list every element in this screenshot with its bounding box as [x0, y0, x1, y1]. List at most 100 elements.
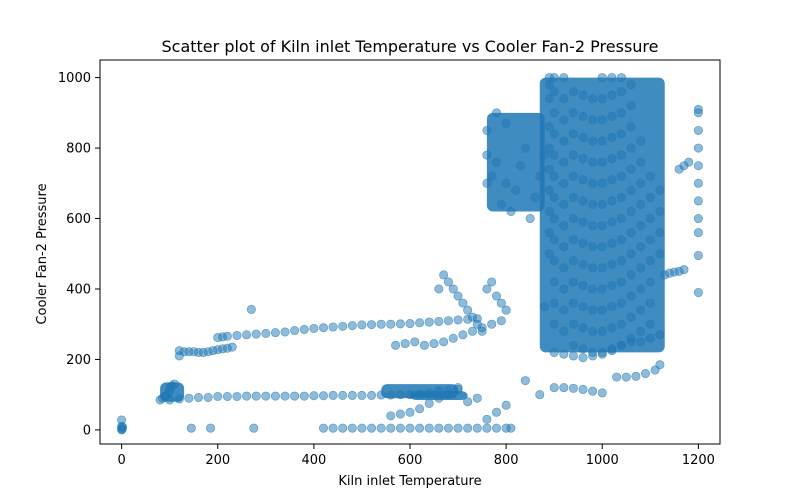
data-point	[645, 277, 655, 287]
data-point	[328, 390, 338, 400]
data-point	[549, 298, 559, 308]
data-point	[232, 391, 242, 401]
data-point	[467, 326, 477, 336]
data-point	[626, 333, 636, 343]
plot-area	[117, 73, 703, 435]
data-point	[607, 111, 617, 121]
y-tick-label: 600	[66, 212, 91, 227]
data-point	[616, 235, 626, 245]
data-point	[549, 347, 559, 357]
data-point	[588, 242, 598, 252]
data-point	[693, 143, 703, 153]
data-point	[194, 392, 204, 402]
data-point	[391, 340, 401, 350]
data-point	[578, 353, 588, 363]
data-point	[472, 319, 482, 329]
data-point	[693, 178, 703, 188]
data-point	[472, 423, 482, 433]
data-point	[492, 157, 502, 167]
data-point	[496, 316, 506, 326]
data-point	[429, 339, 439, 349]
data-point	[249, 423, 259, 433]
data-point	[607, 217, 617, 227]
data-point	[568, 340, 578, 350]
data-point	[169, 379, 179, 389]
data-point	[443, 316, 453, 326]
data-point	[549, 87, 559, 97]
data-point	[544, 143, 554, 153]
x-tick-label: 600	[398, 453, 423, 468]
data-point	[376, 319, 386, 329]
data-point	[636, 305, 646, 315]
y-axis-label: Cooler Fan-2 Pressure	[35, 183, 50, 324]
data-point	[616, 214, 626, 224]
data-point	[578, 111, 588, 121]
data-point	[338, 321, 348, 331]
data-point	[467, 312, 477, 322]
data-point	[174, 394, 184, 404]
data-point	[616, 87, 626, 97]
data-point	[636, 337, 646, 347]
data-point	[655, 360, 665, 370]
data-point	[405, 390, 415, 400]
data-point	[616, 277, 626, 287]
data-point	[636, 242, 646, 252]
data-point	[636, 326, 646, 336]
data-point	[588, 115, 598, 125]
data-point	[616, 129, 626, 139]
chart-title: Scatter plot of Kiln inlet Temperature v…	[162, 37, 659, 56]
data-point	[631, 371, 641, 381]
data-point	[568, 108, 578, 118]
data-point	[463, 397, 473, 407]
data-point	[588, 347, 598, 357]
data-point	[578, 323, 588, 333]
data-point	[616, 150, 626, 160]
data-point	[222, 331, 232, 341]
data-point	[549, 214, 559, 224]
data-point	[487, 277, 497, 287]
data-point	[525, 214, 535, 224]
data-point	[549, 256, 559, 266]
data-point	[693, 196, 703, 206]
data-point	[376, 390, 386, 400]
data-point	[559, 305, 569, 315]
data-point	[588, 221, 598, 231]
data-point	[607, 259, 617, 269]
data-point	[559, 383, 569, 393]
data-point	[165, 395, 175, 405]
data-point	[588, 157, 598, 167]
data-point	[693, 251, 703, 261]
data-point	[290, 391, 300, 401]
y-tick-label: 800	[66, 142, 91, 157]
data-point	[559, 136, 569, 146]
data-point	[400, 339, 410, 349]
data-point	[448, 333, 458, 343]
dense-region-1	[486, 112, 545, 212]
data-point	[621, 372, 631, 382]
data-point	[626, 122, 636, 132]
data-point	[453, 291, 463, 301]
data-point	[597, 263, 607, 273]
data-point	[597, 388, 607, 398]
data-point	[597, 115, 607, 125]
data-point	[544, 228, 554, 238]
data-point	[395, 390, 405, 400]
data-point	[597, 242, 607, 252]
data-point	[328, 322, 338, 332]
axes: 0 200 400 600 800 1000 1200 0 200 400 600 800 1000	[58, 59, 721, 468]
y-tick-label: 400	[66, 282, 91, 297]
data-point	[410, 337, 420, 347]
data-point	[616, 108, 626, 118]
data-point	[492, 407, 502, 417]
data-point	[693, 288, 703, 298]
data-point	[607, 133, 617, 143]
data-point	[588, 199, 598, 209]
data-point	[492, 423, 502, 433]
data-point	[578, 196, 588, 206]
x-tick-label: 400	[301, 453, 326, 468]
x-tick-label: 0	[117, 453, 125, 468]
data-point	[357, 390, 367, 400]
data-point	[434, 393, 444, 403]
data-point	[309, 323, 319, 333]
